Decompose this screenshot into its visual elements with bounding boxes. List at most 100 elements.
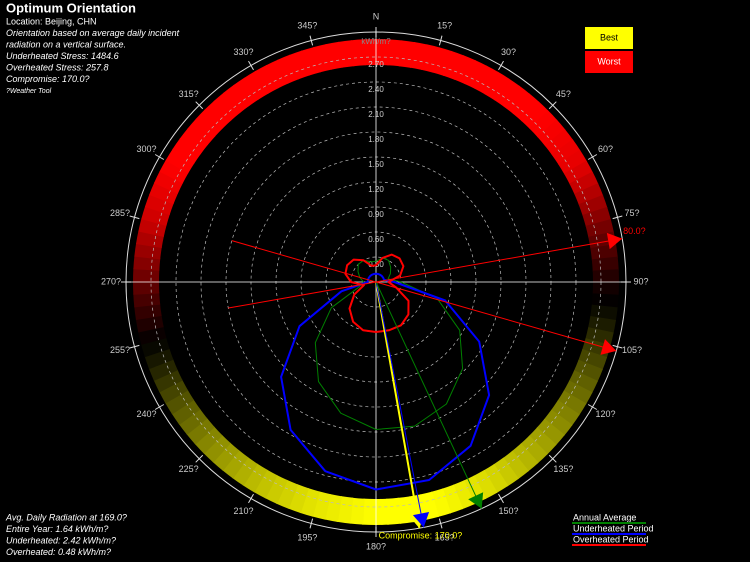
ring-segment bbox=[138, 217, 167, 237]
angle-tick bbox=[195, 101, 204, 110]
ring-segment bbox=[591, 256, 619, 272]
ring-segment bbox=[474, 65, 499, 95]
x-tick-label: 15? bbox=[437, 20, 452, 30]
x-tick-label: 120? bbox=[595, 409, 615, 419]
ring-segment bbox=[213, 92, 241, 121]
angle-tick bbox=[612, 215, 623, 220]
ring-segment bbox=[134, 303, 162, 321]
ring-segment bbox=[133, 268, 160, 282]
direction-arrow bbox=[600, 339, 617, 355]
x-tick-label: 30? bbox=[501, 47, 516, 57]
ring-segment bbox=[141, 205, 170, 226]
x-tick-label: 330? bbox=[233, 47, 253, 57]
info-line: Overheated Stress: 257.8 bbox=[6, 62, 109, 72]
ring-segment bbox=[550, 400, 580, 426]
info-line: ?Weather Tool bbox=[6, 88, 52, 95]
x-tick-label: 255? bbox=[110, 345, 130, 355]
ring-segment bbox=[276, 479, 299, 509]
x-tick-label: 240? bbox=[136, 409, 156, 419]
ring-segment bbox=[511, 443, 539, 472]
ring-segment bbox=[591, 293, 619, 309]
ring-segment bbox=[350, 39, 366, 67]
ring-segment bbox=[264, 474, 288, 504]
ring-segment bbox=[242, 463, 268, 493]
x-tick-label: 105? bbox=[622, 345, 642, 355]
ring-segment bbox=[311, 491, 331, 520]
angle-tick bbox=[248, 493, 254, 504]
ring-segment bbox=[277, 54, 300, 84]
ring-segment bbox=[363, 38, 378, 66]
summary-line: Overheated: 0.48 kWh/m? bbox=[6, 547, 111, 557]
legend-label: Annual Average bbox=[573, 512, 636, 522]
ring-segment bbox=[212, 442, 240, 471]
ring-segment bbox=[232, 456, 258, 486]
ring-segment bbox=[154, 170, 184, 194]
x-tick-label: 315? bbox=[179, 89, 199, 99]
direction-arrow bbox=[412, 511, 430, 528]
chart-title: Optimum Orientation bbox=[6, 0, 136, 15]
ring-segment bbox=[349, 497, 365, 525]
ring-segment bbox=[179, 128, 209, 155]
x-tick-label: 285? bbox=[110, 208, 130, 218]
ring-segment bbox=[135, 314, 164, 333]
x-tick-label: 270? bbox=[101, 276, 121, 286]
x-tick-label: 60? bbox=[598, 144, 613, 154]
series-line bbox=[280, 272, 491, 491]
x-tick-label: 135? bbox=[553, 464, 573, 474]
ring-segment bbox=[287, 484, 309, 514]
ring-segment bbox=[164, 389, 195, 415]
ring-segment bbox=[563, 160, 594, 185]
ring-segment bbox=[204, 100, 232, 129]
ring-segment bbox=[578, 349, 608, 371]
ring-segment bbox=[452, 480, 475, 510]
ring-segment bbox=[144, 193, 174, 215]
ring-segment bbox=[592, 282, 619, 296]
ring-segment bbox=[557, 149, 588, 175]
direction-line bbox=[228, 238, 623, 309]
scale-legend-box bbox=[585, 51, 633, 73]
ring-segment bbox=[578, 194, 608, 217]
ring-segment bbox=[337, 40, 355, 68]
ring-segment bbox=[133, 255, 161, 271]
ring-segment bbox=[288, 50, 311, 80]
ring-segment bbox=[186, 417, 215, 445]
direction-arrow bbox=[468, 492, 484, 509]
angle-tick bbox=[154, 404, 165, 410]
x-tick-label: 90? bbox=[633, 276, 648, 286]
ring-segment bbox=[376, 39, 390, 66]
ring-segment bbox=[453, 55, 476, 85]
ring-segment bbox=[544, 129, 574, 156]
ring-segment bbox=[165, 148, 195, 174]
ring-segment bbox=[144, 347, 174, 370]
angle-tick bbox=[548, 101, 557, 110]
angle-tick bbox=[309, 35, 314, 46]
ring-segment bbox=[149, 182, 179, 205]
ring-segment bbox=[494, 78, 520, 108]
series-line bbox=[314, 257, 464, 430]
x-tick-label: 210? bbox=[233, 506, 253, 516]
ring-segment bbox=[223, 84, 250, 114]
direction-label: Compromise: 170.0? bbox=[379, 530, 463, 540]
angle-tick bbox=[438, 35, 443, 46]
ring-segment bbox=[195, 109, 224, 137]
ring-segment bbox=[187, 118, 216, 146]
direction-line bbox=[375, 281, 483, 509]
x-tick-label: N bbox=[373, 11, 380, 21]
ring-segment bbox=[159, 159, 189, 184]
ring-segment bbox=[386, 497, 402, 525]
info-line: Compromise: 170.0? bbox=[6, 74, 90, 84]
info-line: Location: Beijing, CHN bbox=[6, 16, 97, 26]
summary-line: Underheated: 2.42 kWh/m? bbox=[6, 535, 116, 545]
ring-segment bbox=[374, 498, 389, 525]
ring-segment bbox=[158, 379, 189, 404]
ring-segment bbox=[563, 380, 593, 405]
ring-segment bbox=[172, 138, 202, 164]
angle-tick bbox=[195, 454, 204, 463]
ring-segment bbox=[528, 427, 557, 455]
ring-segment bbox=[148, 358, 178, 381]
ring-segment bbox=[543, 409, 573, 436]
x-tick-label: 300? bbox=[136, 144, 156, 154]
ring-segment bbox=[568, 370, 598, 394]
ring-segment bbox=[473, 469, 498, 500]
ring-segment bbox=[243, 70, 269, 101]
